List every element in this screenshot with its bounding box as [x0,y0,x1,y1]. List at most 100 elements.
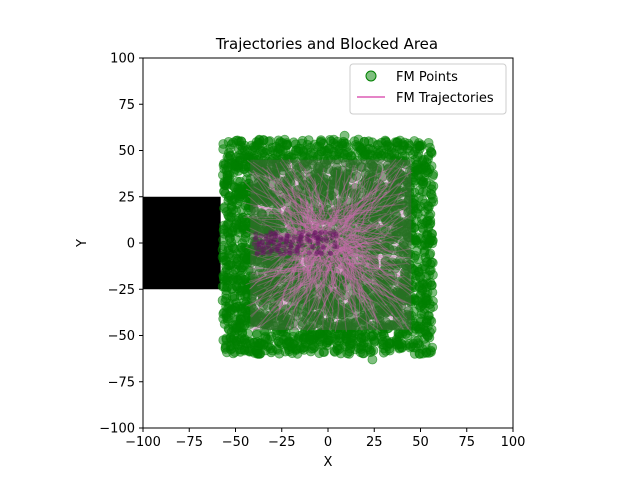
fm-point [221,289,232,300]
fm-point [230,302,241,313]
fm-point [295,143,306,154]
fm-point [408,149,419,160]
fm-point [350,139,361,150]
y-tick-label: −25 [108,283,135,298]
fm-point [421,234,432,245]
fm-point [226,326,237,337]
x-tick-label: 25 [366,435,383,450]
x-tick-label: −100 [125,435,161,450]
y-tick-label: 100 [110,52,135,67]
fm-point [378,339,389,350]
fm-point [391,336,402,347]
plot-area [143,130,439,365]
fm-point [405,341,416,352]
fm-point [218,144,229,155]
y-tick-label: 50 [118,144,135,159]
fm-point [219,176,230,187]
fm-point [373,145,383,156]
x-tick-label: −75 [176,435,203,450]
fm-point [422,167,433,178]
y-tick-label: −100 [99,422,135,437]
y-tick-label: 25 [118,190,135,205]
fm-point [397,145,407,156]
fm-point [236,136,247,147]
fm-point [424,299,435,310]
fm-point [323,145,333,156]
y-tick-label: 0 [127,237,135,252]
fm-point [240,291,250,301]
fm-point [426,280,437,291]
fm-point [422,201,433,211]
fm-point [269,303,280,314]
fm-point [317,339,328,350]
trajectory-layer [242,157,414,333]
fm-point [227,241,238,252]
fm-point [328,138,339,149]
x-tick-label: −50 [222,435,249,450]
fm-point [419,154,430,165]
fm-point [422,321,433,332]
fm-point [410,206,421,217]
fm-point [424,265,435,276]
fm-point [218,270,229,281]
fm-point [339,130,350,141]
fm-point [271,141,282,152]
fm-point [311,141,322,152]
x-tick-label: 75 [458,435,475,450]
fm-point [261,145,272,156]
scatter-layer [217,130,439,365]
fm-point [239,163,250,174]
chart-title: Trajectories and Blocked Area [215,35,438,53]
y-axis-title: Y [75,239,90,248]
fm-point [232,339,243,350]
fm-point [226,201,237,211]
x-tick-label: 100 [501,435,526,450]
y-tick-label: −75 [108,375,135,390]
fm-point [252,139,263,150]
fm-point [334,336,345,347]
fm-point [421,347,432,358]
fm-point [345,339,356,350]
fm-point [412,295,422,306]
fm-point [230,164,241,174]
fm-point [224,151,235,162]
legend-label-fm-trajectories: FM Trajectories [396,91,494,106]
fm-point [426,189,437,200]
fm-point [418,176,429,187]
fm-point [424,219,435,230]
fm-point [363,136,374,147]
legend-marker-fm-points [365,70,377,82]
legend-label-fm-points: FM Points [396,70,458,85]
fm-point [226,212,237,223]
fm-point [239,145,250,156]
y-tick-label: 75 [118,98,135,113]
fm-point [419,247,430,258]
fm-point [286,341,296,352]
fm-point [224,260,235,271]
fm-point [218,234,229,245]
fm-point [225,191,236,202]
legend: FM Points FM Trajectories [349,63,507,115]
x-tick-label: −25 [268,435,295,450]
fm-point [384,141,395,152]
fm-point [238,212,249,223]
fm-point [365,347,376,358]
blocked-area [143,196,221,290]
fm-point [359,150,370,161]
fm-point [342,148,353,158]
fm-point [218,224,229,235]
fm-point [245,337,256,348]
y-tick-label: −50 [108,329,135,344]
fm-point [223,313,234,324]
fm-point [234,186,245,197]
x-tick-label: 50 [412,435,429,450]
fm-point [282,139,293,150]
fm-point [265,343,276,354]
trajectory-density [250,159,412,330]
fm-point [410,166,420,177]
x-tick-label: 0 [324,435,332,450]
fm-point [308,343,319,354]
fm-point [392,136,403,147]
fm-point [263,136,274,147]
fm-point [274,337,285,348]
